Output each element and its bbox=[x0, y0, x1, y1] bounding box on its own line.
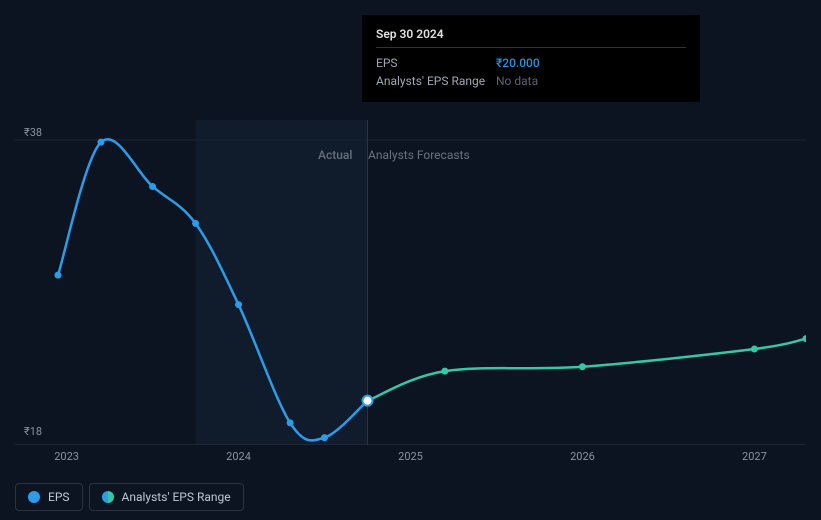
tooltip-value: No data bbox=[496, 72, 538, 90]
tooltip-label: Analysts' EPS Range bbox=[376, 72, 496, 90]
x-axis-label: 2023 bbox=[54, 450, 79, 463]
legend-item-eps[interactable]: EPS bbox=[15, 483, 83, 511]
legend-label: EPS bbox=[48, 490, 70, 504]
legend-label: Analysts' EPS Range bbox=[122, 490, 231, 504]
legend-item-range[interactable]: Analysts' EPS Range bbox=[89, 483, 244, 511]
tooltip-title: Sep 30 2024 bbox=[376, 27, 686, 48]
eps-chart[interactable] bbox=[15, 120, 806, 445]
legend-swatch-icon bbox=[28, 491, 40, 503]
chart-legend: EPS Analysts' EPS Range bbox=[15, 483, 244, 511]
x-axis-label: 2025 bbox=[398, 450, 423, 463]
tooltip-row: Analysts' EPS Range No data bbox=[376, 72, 686, 90]
chart-svg bbox=[15, 120, 806, 445]
x-axis-label: 2026 bbox=[570, 450, 595, 463]
tooltip-value: ₹20.000 bbox=[496, 54, 540, 72]
x-axis-label: 2024 bbox=[226, 450, 251, 463]
tooltip-label: EPS bbox=[376, 54, 496, 72]
x-axis-label: 2027 bbox=[742, 450, 767, 463]
x-axis-labels: 2023 2024 2025 2026 2027 bbox=[15, 450, 806, 470]
tooltip-row: EPS ₹20.000 bbox=[376, 54, 686, 72]
legend-swatch-icon bbox=[102, 491, 114, 503]
chart-tooltip: Sep 30 2024 EPS ₹20.000 Analysts' EPS Ra… bbox=[362, 15, 700, 102]
